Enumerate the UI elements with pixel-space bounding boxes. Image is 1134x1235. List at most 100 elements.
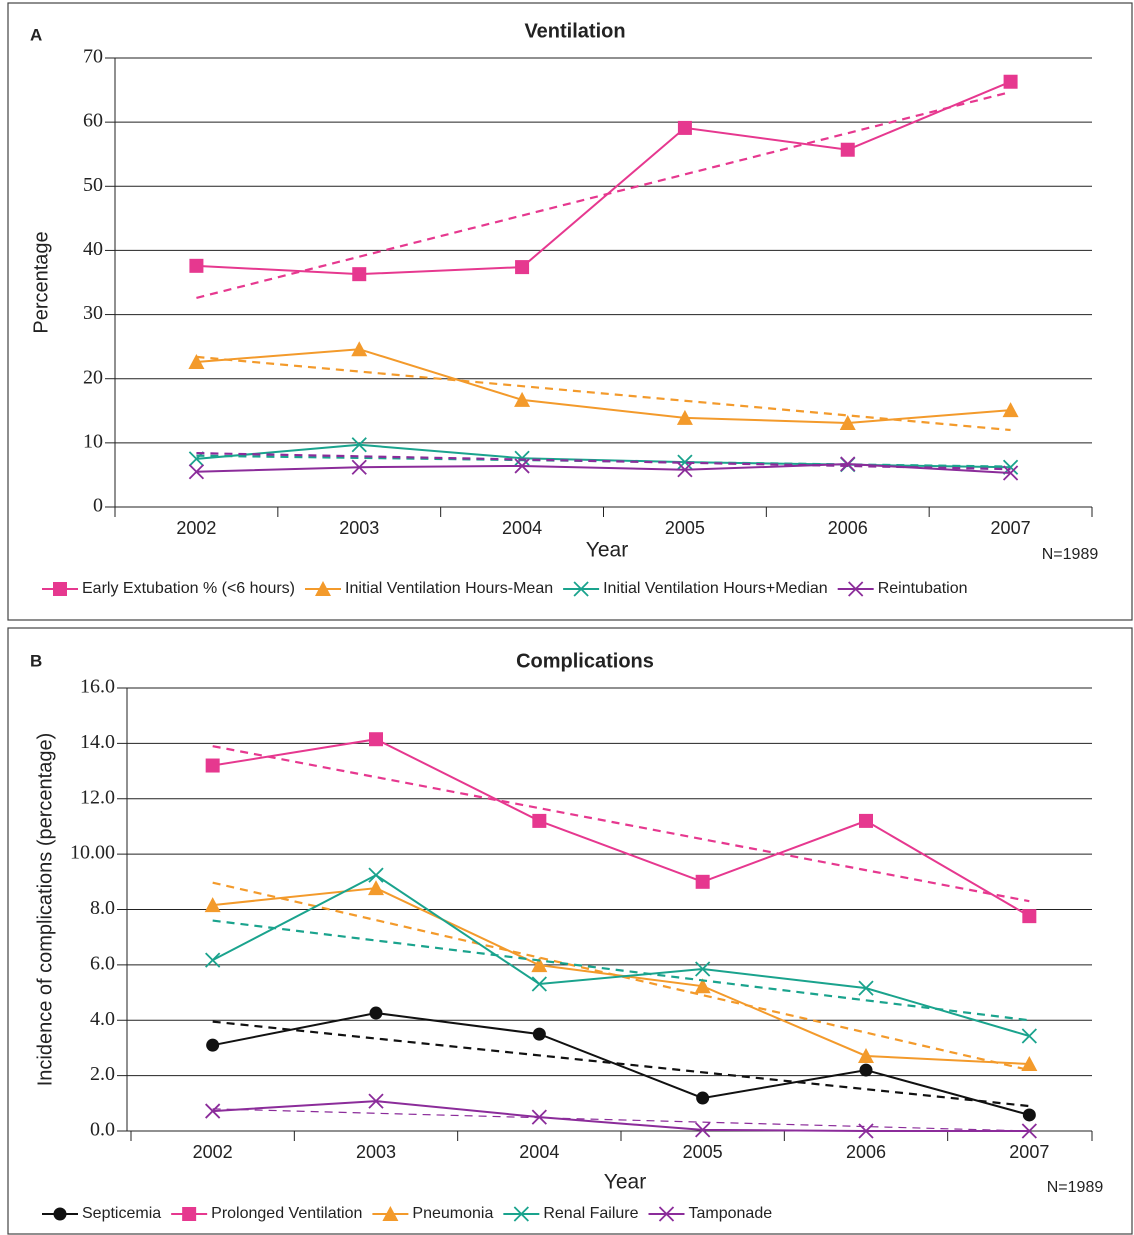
data-point: [695, 1122, 711, 1138]
data-point: [368, 880, 384, 896]
data-point: [1002, 402, 1019, 418]
legend-item: Reintubation: [837, 580, 968, 597]
x-tick-label: 2003: [339, 518, 379, 538]
data-point: [859, 813, 873, 828]
x-axis-label: Year: [586, 539, 628, 562]
data-point: [514, 391, 531, 407]
panel-frame: [7, 2, 1133, 621]
data-point: [696, 1091, 710, 1105]
x-tick-label: 2002: [193, 1142, 233, 1162]
data-point: [531, 957, 548, 973]
x-tick-label: 2002: [176, 518, 216, 538]
y-axis-label: Incidence of complications (percentage): [34, 733, 56, 1087]
y-tick-label: 0.0: [90, 1119, 115, 1141]
data-point: [1021, 1123, 1037, 1139]
legend-item: Renal Failure: [503, 1205, 639, 1222]
data-point: [351, 341, 368, 357]
series-line: [212, 1012, 1030, 1116]
y-tick-label: 30: [83, 302, 103, 324]
chart-title: Ventilation: [524, 20, 625, 42]
data-point: [1021, 1028, 1037, 1044]
y-tick-label: 10: [83, 430, 103, 452]
data-point: [676, 409, 693, 425]
data-point: [369, 1006, 383, 1020]
trend-line: [196, 355, 1011, 432]
data-point: [368, 867, 384, 883]
data-point: [839, 414, 856, 430]
data-point: [1003, 74, 1018, 89]
data-point: [858, 1123, 874, 1139]
y-tick-label: 12.0: [80, 786, 115, 808]
data-point: [189, 258, 204, 273]
legend-marker: [382, 1206, 399, 1221]
series-line: [196, 348, 1011, 424]
x-tick-label: 2003: [356, 1142, 396, 1162]
trend-line: [212, 919, 1030, 1022]
legend-item: Early Extubation % (<6 hours): [42, 580, 295, 597]
legend-marker: [513, 1206, 529, 1222]
trend-line: [212, 1108, 1030, 1132]
panel-label: A: [30, 25, 42, 44]
y-tick-label: 20: [83, 366, 103, 388]
data-point: [188, 354, 205, 370]
y-tick-label: 14.0: [80, 731, 115, 753]
data-point: [351, 437, 367, 453]
y-tick-label: 2.0: [90, 1063, 115, 1085]
data-point: [1022, 1108, 1036, 1122]
data-point: [858, 980, 874, 996]
data-point: [1021, 1055, 1038, 1071]
data-point: [1022, 909, 1037, 924]
data-point: [352, 267, 367, 282]
legend-label: Early Extubation % (<6 hours): [82, 580, 295, 597]
y-tick-label: 6.0: [90, 952, 115, 974]
data-point: [859, 1063, 873, 1077]
y-tick-label: 60: [83, 110, 103, 132]
data-point: [369, 732, 383, 747]
trend-line: [212, 745, 1030, 903]
legend-marker: [848, 581, 864, 597]
legend-marker: [182, 1207, 197, 1221]
note: N=1989: [1042, 546, 1099, 563]
x-tick-label: 2006: [828, 518, 868, 538]
legend-label: Initial Ventilation Hours+Median: [603, 580, 828, 597]
legend-marker: [315, 581, 331, 596]
legend-item: Pneumonia: [372, 1205, 493, 1222]
data-point: [514, 458, 530, 474]
data-point: [1002, 465, 1019, 481]
data-point: [514, 450, 530, 466]
chart-title: Complications: [516, 650, 654, 672]
data-point: [531, 1109, 547, 1125]
series-line: [196, 80, 1011, 276]
x-tick-label: 2004: [502, 518, 542, 538]
series-line: [212, 738, 1030, 918]
data-point: [368, 1093, 384, 1109]
y-tick-label: 40: [83, 238, 103, 260]
data-point: [351, 459, 367, 475]
legend-marker: [658, 1206, 675, 1222]
legend-item: Tamponade: [648, 1205, 772, 1222]
x-tick-label: 2004: [519, 1142, 559, 1162]
x-tick-label: 2005: [683, 1142, 723, 1162]
x-tick-label: 2006: [846, 1142, 886, 1162]
data-point: [840, 456, 856, 472]
legend-label: Initial Ventilation Hours-Mean: [345, 580, 553, 597]
data-point: [204, 897, 221, 913]
data-point: [205, 758, 220, 773]
data-point: [677, 462, 693, 478]
y-axis-label: Percentage: [30, 231, 52, 333]
legend-marker: [573, 581, 589, 597]
data-point: [515, 260, 530, 275]
data-point: [532, 1027, 546, 1041]
legend-marker: [53, 582, 67, 596]
y-tick-label: 10.00: [70, 842, 115, 864]
data-point: [205, 1103, 221, 1119]
data-point: [532, 813, 547, 828]
data-point: [840, 142, 855, 157]
legend-label: Pneumonia: [412, 1205, 493, 1222]
legend-item: Septicemia: [42, 1205, 161, 1222]
panel-frame: [7, 627, 1133, 1235]
x-axis-label: Year: [604, 1171, 646, 1194]
series-line: [212, 874, 1030, 1037]
data-point: [188, 464, 205, 480]
y-tick-label: 8.0: [90, 897, 115, 919]
